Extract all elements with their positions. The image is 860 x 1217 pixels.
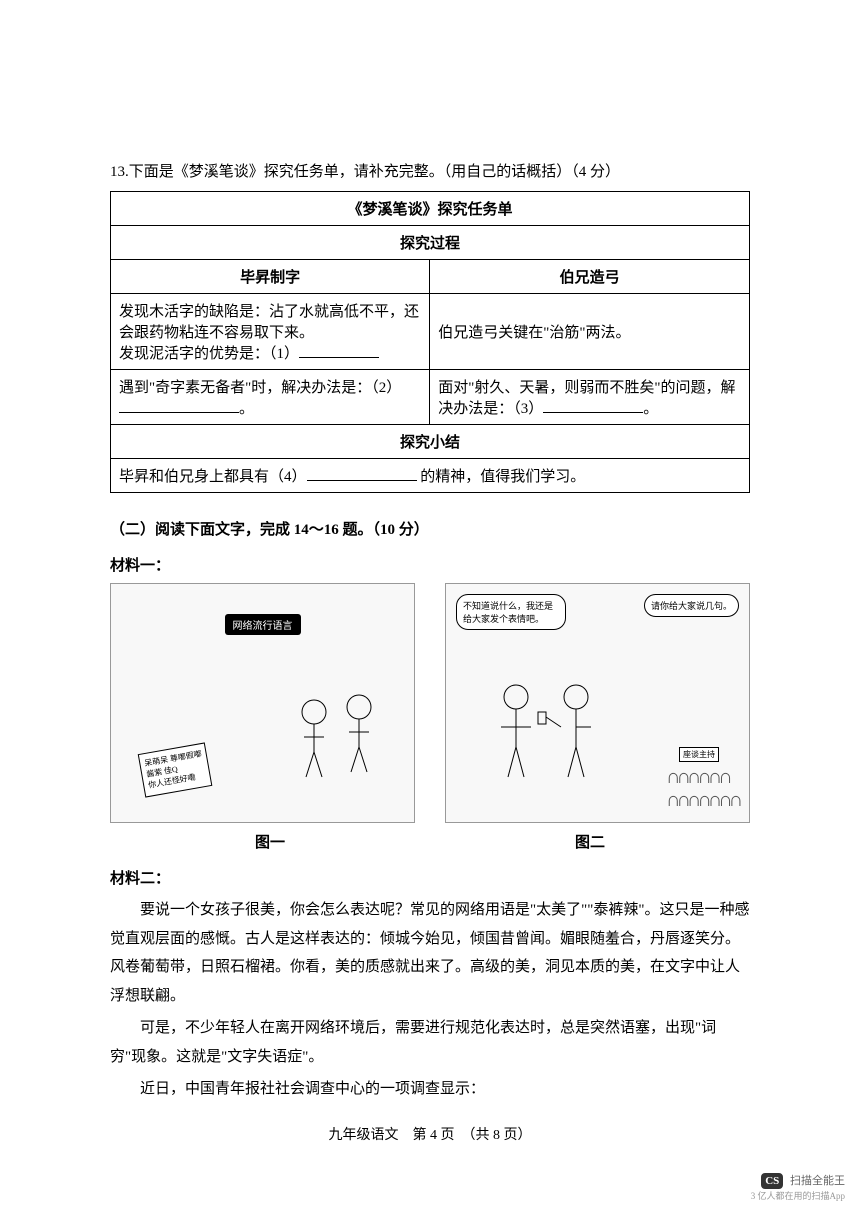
cartoon1-caption: 图一 [110, 831, 430, 852]
section2-header: （二）阅读下面文字，完成 14～16 题。（10 分） [110, 518, 750, 539]
cartoon2-bubble-right: 请你给大家说几句。 [644, 594, 739, 617]
page-content: 13.下面是《梦溪笔谈》探究任务单，请补充完整。（用自己的话概括）（4 分） 《… [0, 0, 860, 1144]
watermark: CS 扫描全能王 3 亿人都在用的扫描App [751, 1172, 845, 1202]
cartoon2-caption: 图二 [430, 831, 750, 852]
blank-1 [299, 357, 379, 358]
cartoon-1: 网络流行语言 呆萌呆 尊嘟假嘟 酱紫 佳Q 你人还怪好嘞 [110, 583, 415, 823]
row2-left-text: 遇到"奇字素无备者"时，解决办法是：（2） [119, 380, 401, 396]
table-title: 《梦溪笔谈》探究任务单 [111, 192, 750, 226]
col2-header: 伯兄造弓 [430, 260, 750, 294]
cartoon2-figures-icon [476, 672, 626, 792]
cartoon1-banner: 网络流行语言 [225, 614, 301, 635]
row1-left: 发现木活字的缺陷是：沾了水就高低不平，还会跟药物粘连不容易取下来。 发现泥活字的… [111, 294, 430, 370]
blank-3 [543, 412, 643, 413]
q13-header: 13.下面是《梦溪笔谈》探究任务单，请补充完整。（用自己的话概括）（4 分） [110, 160, 750, 181]
row1-right: 伯兄造弓关键在"治筋"两法。 [430, 294, 750, 370]
watermark-badge: CS [761, 1173, 783, 1189]
summary-header: 探究小结 [111, 425, 750, 459]
row2-left-end: 。 [239, 401, 254, 417]
row2-right-end: 。 [643, 401, 658, 417]
row2-left: 遇到"奇字素无备者"时，解决办法是：（2） 。 [111, 370, 430, 425]
material2-p2: 可是，不少年轻人在离开网络环境后，需要进行规范化表达时，总是突然语塞，出现"词穷… [110, 1014, 750, 1071]
col1-header: 毕昇制字 [111, 260, 430, 294]
crowd-icon: ∩∩∩∩∩∩∩∩∩∩∩∩∩ [666, 766, 739, 812]
blank-2 [119, 412, 239, 413]
cartoon-2: 不知道说什么，我还是给大家发个表情吧。 请你给大家说几句。 座谈主持 ∩∩∩∩∩… [445, 583, 750, 823]
cartoon-captions: 图一 图二 [110, 831, 750, 852]
watermark-main: 扫描全能王 [790, 1175, 845, 1187]
summary-row: 毕昇和伯兄身上都具有（4） 的精神，值得我们学习。 [111, 459, 750, 493]
cartoon2-badge: 座谈主持 [679, 747, 719, 762]
material2-p1: 要说一个女孩子很美，你会怎么表达呢？常见的网络用语是"太美了""泰裤辣"。这只是… [110, 896, 750, 1010]
cartoon2-bubble-left: 不知道说什么，我还是给大家发个表情吧。 [456, 594, 566, 630]
page-footer: 九年级语文 第 4 页 （共 8 页） [110, 1124, 750, 1144]
task-table: 《梦溪笔谈》探究任务单 探究过程 毕昇制字 伯兄造弓 发现木活字的缺陷是：沾了水… [110, 191, 750, 493]
row1-left-a: 发现木活字的缺陷是：沾了水就高低不平，还会跟药物粘连不容易取下来。 [119, 304, 419, 341]
material2-p3: 近日，中国青年报社社会调查中心的一项调查显示： [110, 1075, 750, 1104]
material2-label: 材料二： [110, 867, 750, 888]
blank-4 [307, 480, 417, 481]
material1-label: 材料一： [110, 554, 750, 575]
watermark-sub: 3 亿人都在用的扫描App [751, 1191, 845, 1201]
summary-a: 毕昇和伯兄身上都具有（4） [119, 469, 307, 485]
cartoon1-scroll: 呆萌呆 尊嘟假嘟 酱紫 佳Q 你人还怪好嘞 [138, 743, 213, 798]
row1-left-b: 发现泥活字的优势是：（1） [119, 346, 299, 362]
process-header: 探究过程 [111, 226, 750, 260]
cartoon1-figures-icon [274, 682, 394, 802]
row2-right: 面对"射久、天暑，则弱而不胜矣"的问题，解决办法是：（3）。 [430, 370, 750, 425]
summary-b: 的精神，值得我们学习。 [420, 469, 585, 485]
cartoons-row: 网络流行语言 呆萌呆 尊嘟假嘟 酱紫 佳Q 你人还怪好嘞 不知道说什么，我还是给… [110, 583, 750, 823]
